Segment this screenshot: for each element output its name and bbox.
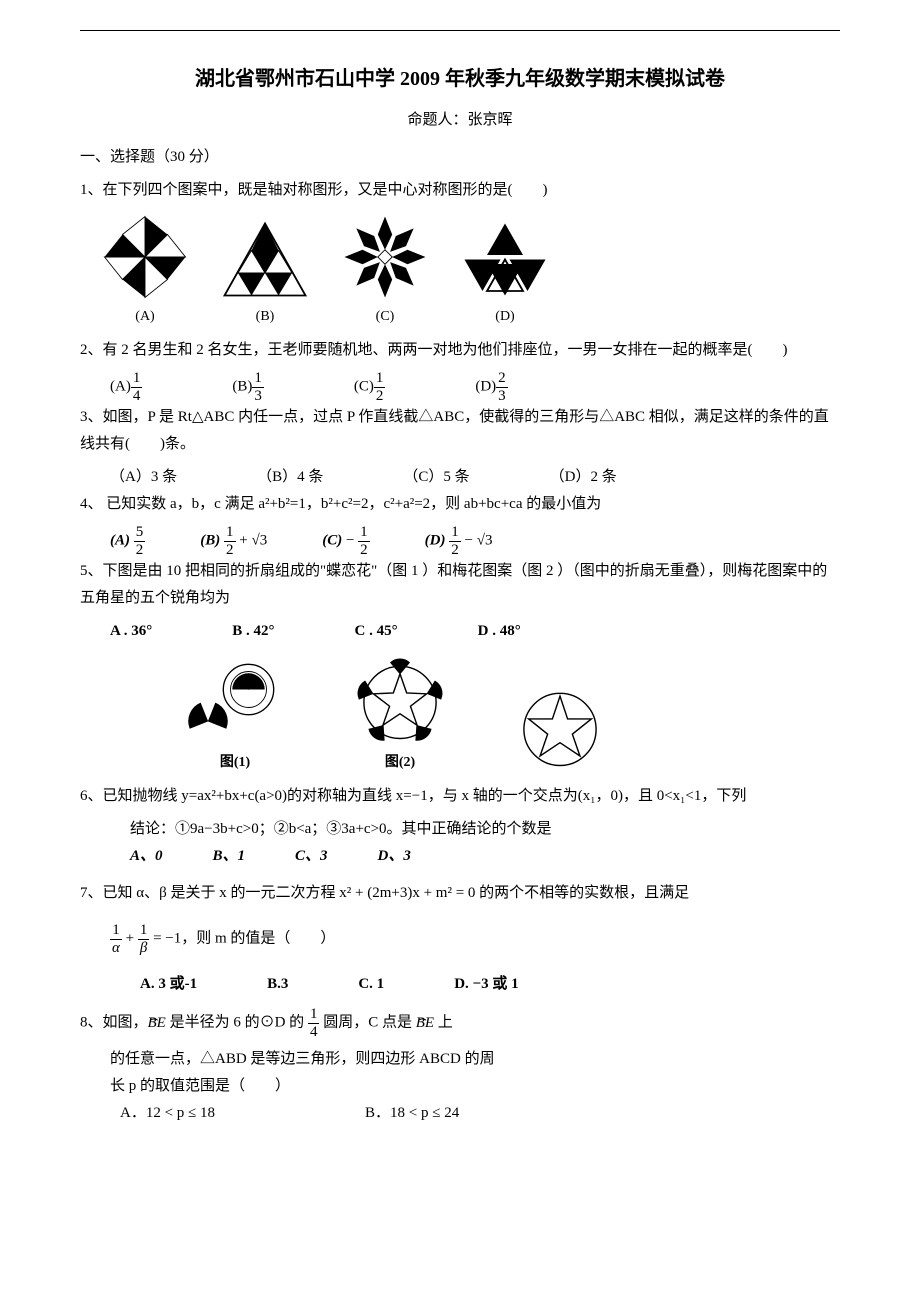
- q6-options: A、0 B、1 C、3 D、3: [130, 843, 840, 870]
- question-7-line1: 7、已知 α、β 是关于 x 的一元二次方程 x² + (2m+3)x + m²…: [80, 880, 840, 907]
- q2-options: (A)14 (B)13 (C)12 (D)23: [110, 370, 840, 404]
- q1-label-c: (C): [340, 304, 430, 329]
- question-1: 1、在下列四个图案中，既是轴对称图形，又是中心对称图形的是( ): [80, 177, 840, 204]
- q3-options: （A）3 条 （B）4 条 （C）5 条 （D）2 条: [110, 464, 840, 491]
- q5-options: A . 36° B . 42° C . 45° D . 48°: [110, 618, 840, 645]
- q1-fig-c: [340, 212, 430, 302]
- q7-options: A. 3 或-1 B.3 C. 1 D. −3 或 1: [140, 971, 840, 998]
- q4-options: (A) 52 (B) 12 + √3 (C) − 12 (D) 12 − √3: [110, 524, 840, 558]
- question-6-line1: 6、已知抛物线 y=ax²+bx+c(a>0)的对称轴为直线 x=−1，与 x …: [80, 783, 840, 810]
- q1-fig-a: [100, 212, 190, 302]
- question-5: 5、下图是由 10 把相同的折扇组成的"蝶恋花"（图 1 ）和梅花图案（图 2 …: [80, 558, 840, 612]
- q8-options: A．12 < p ≤ 18 B．18 < p ≤ 24: [120, 1100, 840, 1127]
- q1-label-a: (A): [100, 304, 190, 329]
- section-heading: 一、选择题（30 分）: [80, 144, 840, 171]
- document-title: 湖北省鄂州市石山中学 2009 年秋季九年级数学期末模拟试卷: [80, 61, 840, 97]
- question-2: 2、有 2 名男生和 2 名女生，王老师要随机地、两两一对地为他们排座位，一男一…: [80, 337, 840, 364]
- question-7-eq: 1α + 1β = −1，则 m 的值是（ ）: [110, 922, 840, 956]
- q1-fig-d: [460, 217, 550, 302]
- question-4: 4、 已知实数 a，b，c 满足 a²+b²=1，b²+c²=2，c²+a²=2…: [80, 491, 840, 518]
- q5-fig3: [510, 680, 610, 775]
- question-3: 3、如图，P 是 Rt△ABC 内任一点，过点 P 作直线截△ABC，使截得的三…: [80, 404, 840, 458]
- q5-fig2: [350, 653, 450, 748]
- question-8-line2: 的任意一点，△ABD 是等边三角形，则四边形 ABCD 的周: [110, 1046, 840, 1073]
- q1-label-b: (B): [220, 304, 310, 329]
- q1-label-d: (D): [460, 304, 550, 329]
- question-8-line1: 8、如图，BE 是半径为 6 的⊙D 的 14 圆周，C 点是 BE 上: [80, 1006, 840, 1040]
- question-6-line2: 结论：①9a−3b+c>0；②b<a；③3a+c>0。其中正确结论的个数是: [130, 816, 840, 843]
- q5-figures: 图(1) 图(2): [180, 653, 840, 775]
- question-8-line3: 长 p 的取值范围是（ ）: [110, 1073, 840, 1100]
- q5-fig1: [180, 658, 290, 748]
- q1-fig-b: [220, 217, 310, 302]
- q1-figures: (A) (B): [100, 212, 840, 329]
- author-line: 命题人：张京晖: [80, 107, 840, 134]
- q5-fig2-label: 图(2): [350, 750, 450, 775]
- q5-fig1-label: 图(1): [180, 750, 290, 775]
